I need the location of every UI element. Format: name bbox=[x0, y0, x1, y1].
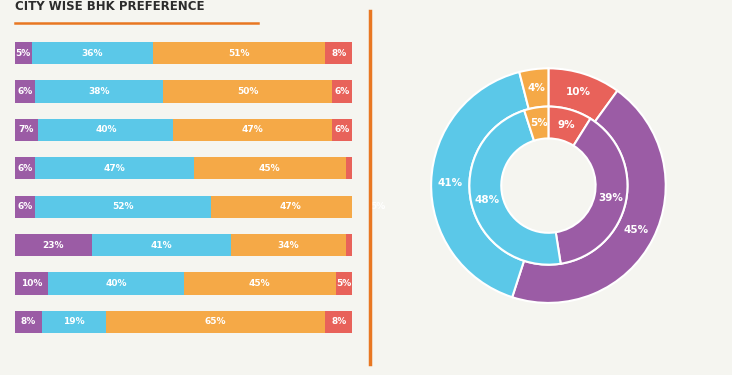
Bar bbox=[15, 196, 35, 218]
Wedge shape bbox=[556, 118, 627, 264]
Text: 8%: 8% bbox=[332, 49, 346, 58]
Text: 52%: 52% bbox=[112, 202, 133, 211]
Text: 8%: 8% bbox=[332, 318, 346, 327]
Wedge shape bbox=[548, 106, 591, 146]
Bar bbox=[15, 119, 38, 141]
Text: 45%: 45% bbox=[249, 279, 270, 288]
Text: 5%: 5% bbox=[337, 279, 351, 288]
Bar bbox=[370, 196, 386, 218]
Text: 39%: 39% bbox=[598, 193, 623, 203]
Text: 41%: 41% bbox=[438, 177, 463, 188]
Text: 7%: 7% bbox=[19, 126, 34, 135]
Text: 19%: 19% bbox=[63, 318, 85, 327]
Bar bbox=[153, 42, 326, 64]
Text: 10%: 10% bbox=[567, 87, 591, 97]
Text: 48%: 48% bbox=[474, 195, 500, 205]
Wedge shape bbox=[431, 72, 529, 297]
Bar bbox=[31, 42, 153, 64]
Bar bbox=[163, 80, 332, 103]
Bar bbox=[35, 157, 194, 180]
Bar bbox=[15, 311, 42, 333]
Text: 47%: 47% bbox=[279, 202, 301, 211]
Text: 6%: 6% bbox=[17, 202, 32, 211]
Bar bbox=[332, 119, 353, 141]
Text: 47%: 47% bbox=[103, 164, 125, 173]
Text: 41%: 41% bbox=[151, 241, 173, 250]
Wedge shape bbox=[548, 68, 617, 122]
Bar bbox=[42, 311, 106, 333]
Bar bbox=[184, 272, 335, 295]
Text: 38%: 38% bbox=[89, 87, 110, 96]
Bar bbox=[211, 196, 370, 218]
Bar bbox=[48, 272, 184, 295]
Text: 40%: 40% bbox=[105, 279, 127, 288]
Bar bbox=[15, 42, 31, 64]
Bar bbox=[231, 234, 346, 256]
Bar bbox=[15, 272, 48, 295]
Text: 6%: 6% bbox=[335, 126, 350, 135]
Bar bbox=[332, 80, 353, 103]
Wedge shape bbox=[512, 91, 665, 303]
Text: CITY WISE BHK PREFERENCE: CITY WISE BHK PREFERENCE bbox=[15, 0, 204, 13]
Text: 47%: 47% bbox=[242, 126, 264, 135]
Bar bbox=[326, 311, 353, 333]
Wedge shape bbox=[469, 110, 561, 265]
Bar bbox=[346, 157, 353, 180]
Bar bbox=[15, 234, 92, 256]
Text: 6%: 6% bbox=[17, 164, 32, 173]
Text: 5%: 5% bbox=[530, 118, 548, 128]
Bar bbox=[335, 272, 353, 295]
Text: 10%: 10% bbox=[20, 279, 42, 288]
Text: 34%: 34% bbox=[277, 241, 299, 250]
Text: 5%: 5% bbox=[370, 202, 386, 211]
Bar bbox=[326, 42, 353, 64]
Text: 6%: 6% bbox=[17, 87, 32, 96]
Text: 9%: 9% bbox=[557, 120, 575, 130]
Bar bbox=[106, 311, 326, 333]
Bar bbox=[173, 119, 332, 141]
Bar bbox=[346, 234, 353, 256]
Text: 51%: 51% bbox=[228, 49, 250, 58]
Text: 50%: 50% bbox=[237, 87, 258, 96]
Bar bbox=[92, 234, 231, 256]
Text: 23%: 23% bbox=[42, 241, 64, 250]
Bar bbox=[35, 196, 211, 218]
Bar bbox=[38, 119, 173, 141]
Wedge shape bbox=[519, 68, 548, 109]
Bar bbox=[15, 157, 35, 180]
Text: 5%: 5% bbox=[15, 49, 31, 58]
Bar bbox=[15, 80, 35, 103]
Text: 45%: 45% bbox=[259, 164, 280, 173]
Text: 6%: 6% bbox=[335, 87, 350, 96]
Text: 45%: 45% bbox=[624, 225, 649, 235]
Text: 65%: 65% bbox=[205, 318, 226, 327]
Text: 8%: 8% bbox=[20, 318, 36, 327]
Wedge shape bbox=[524, 106, 548, 141]
Text: 4%: 4% bbox=[527, 83, 545, 93]
Text: 40%: 40% bbox=[95, 126, 116, 135]
Text: 36%: 36% bbox=[81, 49, 103, 58]
Bar bbox=[194, 157, 346, 180]
Bar bbox=[35, 80, 163, 103]
